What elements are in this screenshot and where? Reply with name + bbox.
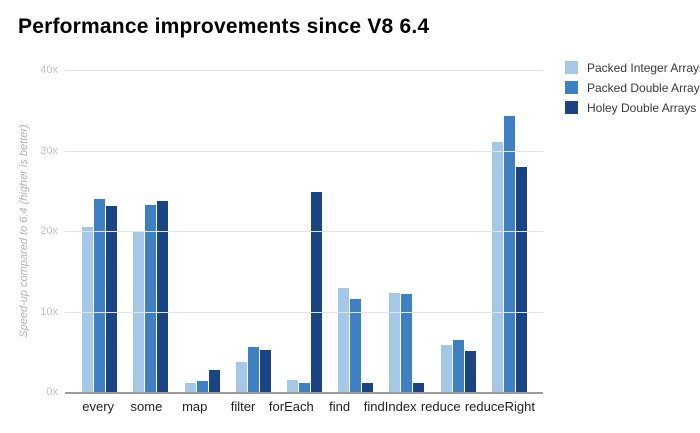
legend-swatch xyxy=(565,61,578,74)
bar-reduce-holey-double-arrays xyxy=(464,350,476,392)
gridline xyxy=(65,70,543,71)
y-tick-label: 0x xyxy=(46,386,58,398)
bar-group-map xyxy=(176,70,227,392)
legend: Packed Integer Arrays Packed Double Array… xyxy=(565,61,700,121)
gridline xyxy=(65,311,543,313)
gridline xyxy=(65,150,543,152)
bar-reduce-packed-integer-arrays xyxy=(440,344,452,392)
bar-every-packed-integer-arrays xyxy=(82,226,94,392)
bar-filter-packed-double-arrays xyxy=(247,346,259,392)
bar-foreach-holey-double-arrays xyxy=(310,192,322,392)
bar-foreach-packed-integer-arrays xyxy=(286,379,298,392)
bar-foreach-packed-double-arrays xyxy=(298,383,310,392)
bar-reduceright-packed-double-arrays xyxy=(503,115,515,392)
x-axis-label-foreach: forEach xyxy=(268,399,314,414)
legend-item-packed-integer-arrays: Packed Integer Arrays xyxy=(565,60,700,75)
x-axis-label-every: every xyxy=(82,399,115,414)
bar-group-reduceright xyxy=(484,70,535,392)
bar-every-holey-double-arrays xyxy=(106,206,118,392)
legend-swatch xyxy=(565,81,578,94)
bar-find-packed-double-arrays xyxy=(350,298,362,392)
bar-group-every xyxy=(74,70,125,392)
bar-findindex-holey-double-arrays xyxy=(413,383,425,392)
bar-findindex-packed-double-arrays xyxy=(401,293,413,392)
y-tick-label: 20x xyxy=(40,225,58,237)
bar-filter-holey-double-arrays xyxy=(259,350,271,392)
x-axis-labels: every some map filter forEach find findIndex re… xyxy=(74,399,535,414)
legend-item-packed-double-arrays: Packed Double Arrays xyxy=(565,80,700,95)
x-axis-label-filter: filter xyxy=(230,399,256,414)
x-axis-label-find: find xyxy=(329,399,351,414)
bar-group-findindex xyxy=(381,70,432,392)
bar-map-packed-double-arrays xyxy=(196,380,208,392)
x-axis-label-some: some xyxy=(130,399,163,414)
x-axis-label-reduce: reduce xyxy=(420,399,461,414)
bar-filter-packed-integer-arrays xyxy=(235,362,247,392)
bar-some-holey-double-arrays xyxy=(157,201,169,392)
bar-group-find xyxy=(330,70,381,392)
bar-reduce-packed-double-arrays xyxy=(452,339,464,392)
x-axis-label-findindex: findIndex xyxy=(363,399,417,414)
legend-item-holey-double-arrays: Holey Double Arrays xyxy=(565,100,700,115)
y-tick-label: 10x xyxy=(40,305,58,318)
bar-group-reduce xyxy=(433,70,484,392)
bar-some-packed-double-arrays xyxy=(145,205,157,392)
legend-swatch xyxy=(565,101,578,114)
bar-find-packed-integer-arrays xyxy=(338,288,350,392)
bar-group-foreach xyxy=(279,70,330,392)
x-axis-label-map: map xyxy=(182,399,208,414)
plot-area xyxy=(65,70,543,394)
x-axis-label-reduceright: reduceRight xyxy=(464,399,535,414)
y-tick-label: 40x xyxy=(40,64,58,76)
bar-findindex-packed-integer-arrays xyxy=(389,293,401,392)
legend-label: Packed Double Arrays xyxy=(587,80,700,95)
bar-reduceright-holey-double-arrays xyxy=(515,166,527,392)
gridline xyxy=(65,231,543,232)
bar-map-packed-integer-arrays xyxy=(184,383,196,392)
legend-label: Holey Double Arrays xyxy=(587,100,697,115)
bar-every-packed-double-arrays xyxy=(94,198,106,392)
bar-map-holey-double-arrays xyxy=(208,370,220,392)
y-tick-label: 30x xyxy=(40,144,58,157)
bar-reduceright-packed-integer-arrays xyxy=(491,142,503,392)
legend-label: Packed Integer Arrays xyxy=(587,60,700,75)
bar-find-holey-double-arrays xyxy=(362,383,374,392)
bar-group-filter xyxy=(228,70,279,392)
chart-title: Performance improvements since V8 6.4 xyxy=(18,15,430,38)
